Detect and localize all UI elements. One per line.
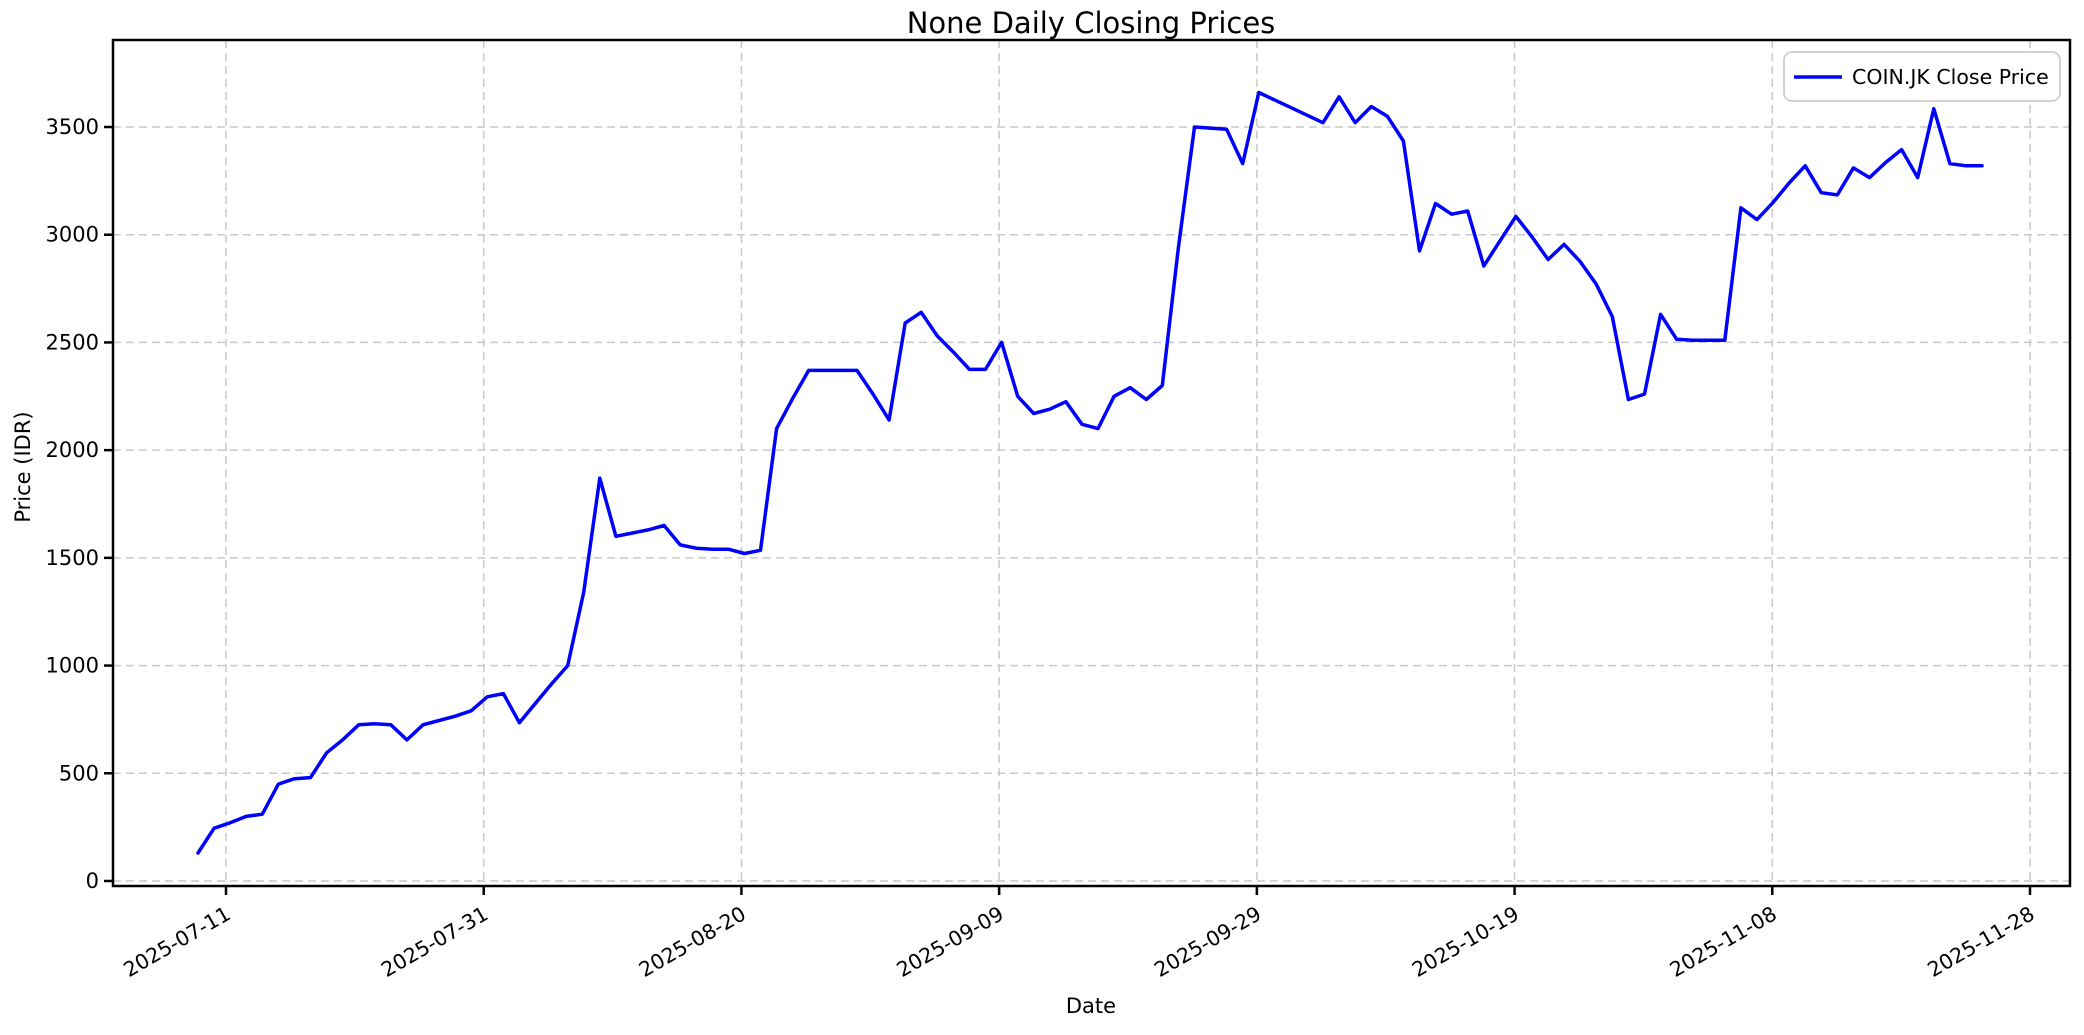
y-tick-label: 500: [59, 761, 99, 785]
x-tick-label: 2025-11-08: [1666, 902, 1781, 982]
close-price-line: [196, 90, 1984, 855]
price-line-series: [196, 90, 1984, 855]
x-tick-label: 2025-09-29: [1150, 902, 1265, 982]
legend: COIN.JK Close Price: [1783, 51, 2061, 102]
y-tick-label: 2000: [46, 438, 99, 462]
y-tick-label: 2500: [46, 330, 99, 354]
y-tick-label: 3000: [46, 223, 99, 247]
legend-label: COIN.JK Close Price: [1852, 65, 2049, 89]
x-tick-label: 2025-10-19: [1408, 902, 1523, 982]
y-axis-label: Price (IDR): [11, 411, 35, 522]
y-tick-label: 1500: [46, 546, 99, 570]
x-tick-label: 2025-07-11: [119, 902, 234, 982]
x-axis-label: Date: [1066, 994, 1116, 1018]
tick-label-layer: 0 500 1000 1500 2000 2500 3000 3500 2025-07-11 20…: [46, 115, 2039, 982]
x-tick-label: 2025-08-20: [635, 902, 750, 982]
chart-title: None Daily Closing Prices: [907, 6, 1276, 40]
y-tick-label: 0: [86, 869, 99, 893]
legend-box: [1783, 51, 2061, 102]
grid-layer: [113, 40, 2070, 886]
x-tick-label: 2025-09-09: [892, 902, 1007, 982]
x-tick-label: 2025-07-31: [377, 902, 492, 982]
x-tick-label: 2025-11-28: [1923, 902, 2038, 982]
y-tick-label: 1000: [46, 654, 99, 678]
axis-layer: [104, 38, 2072, 895]
plot-frame: [111, 38, 2072, 888]
y-tick-label: 3500: [46, 115, 99, 139]
